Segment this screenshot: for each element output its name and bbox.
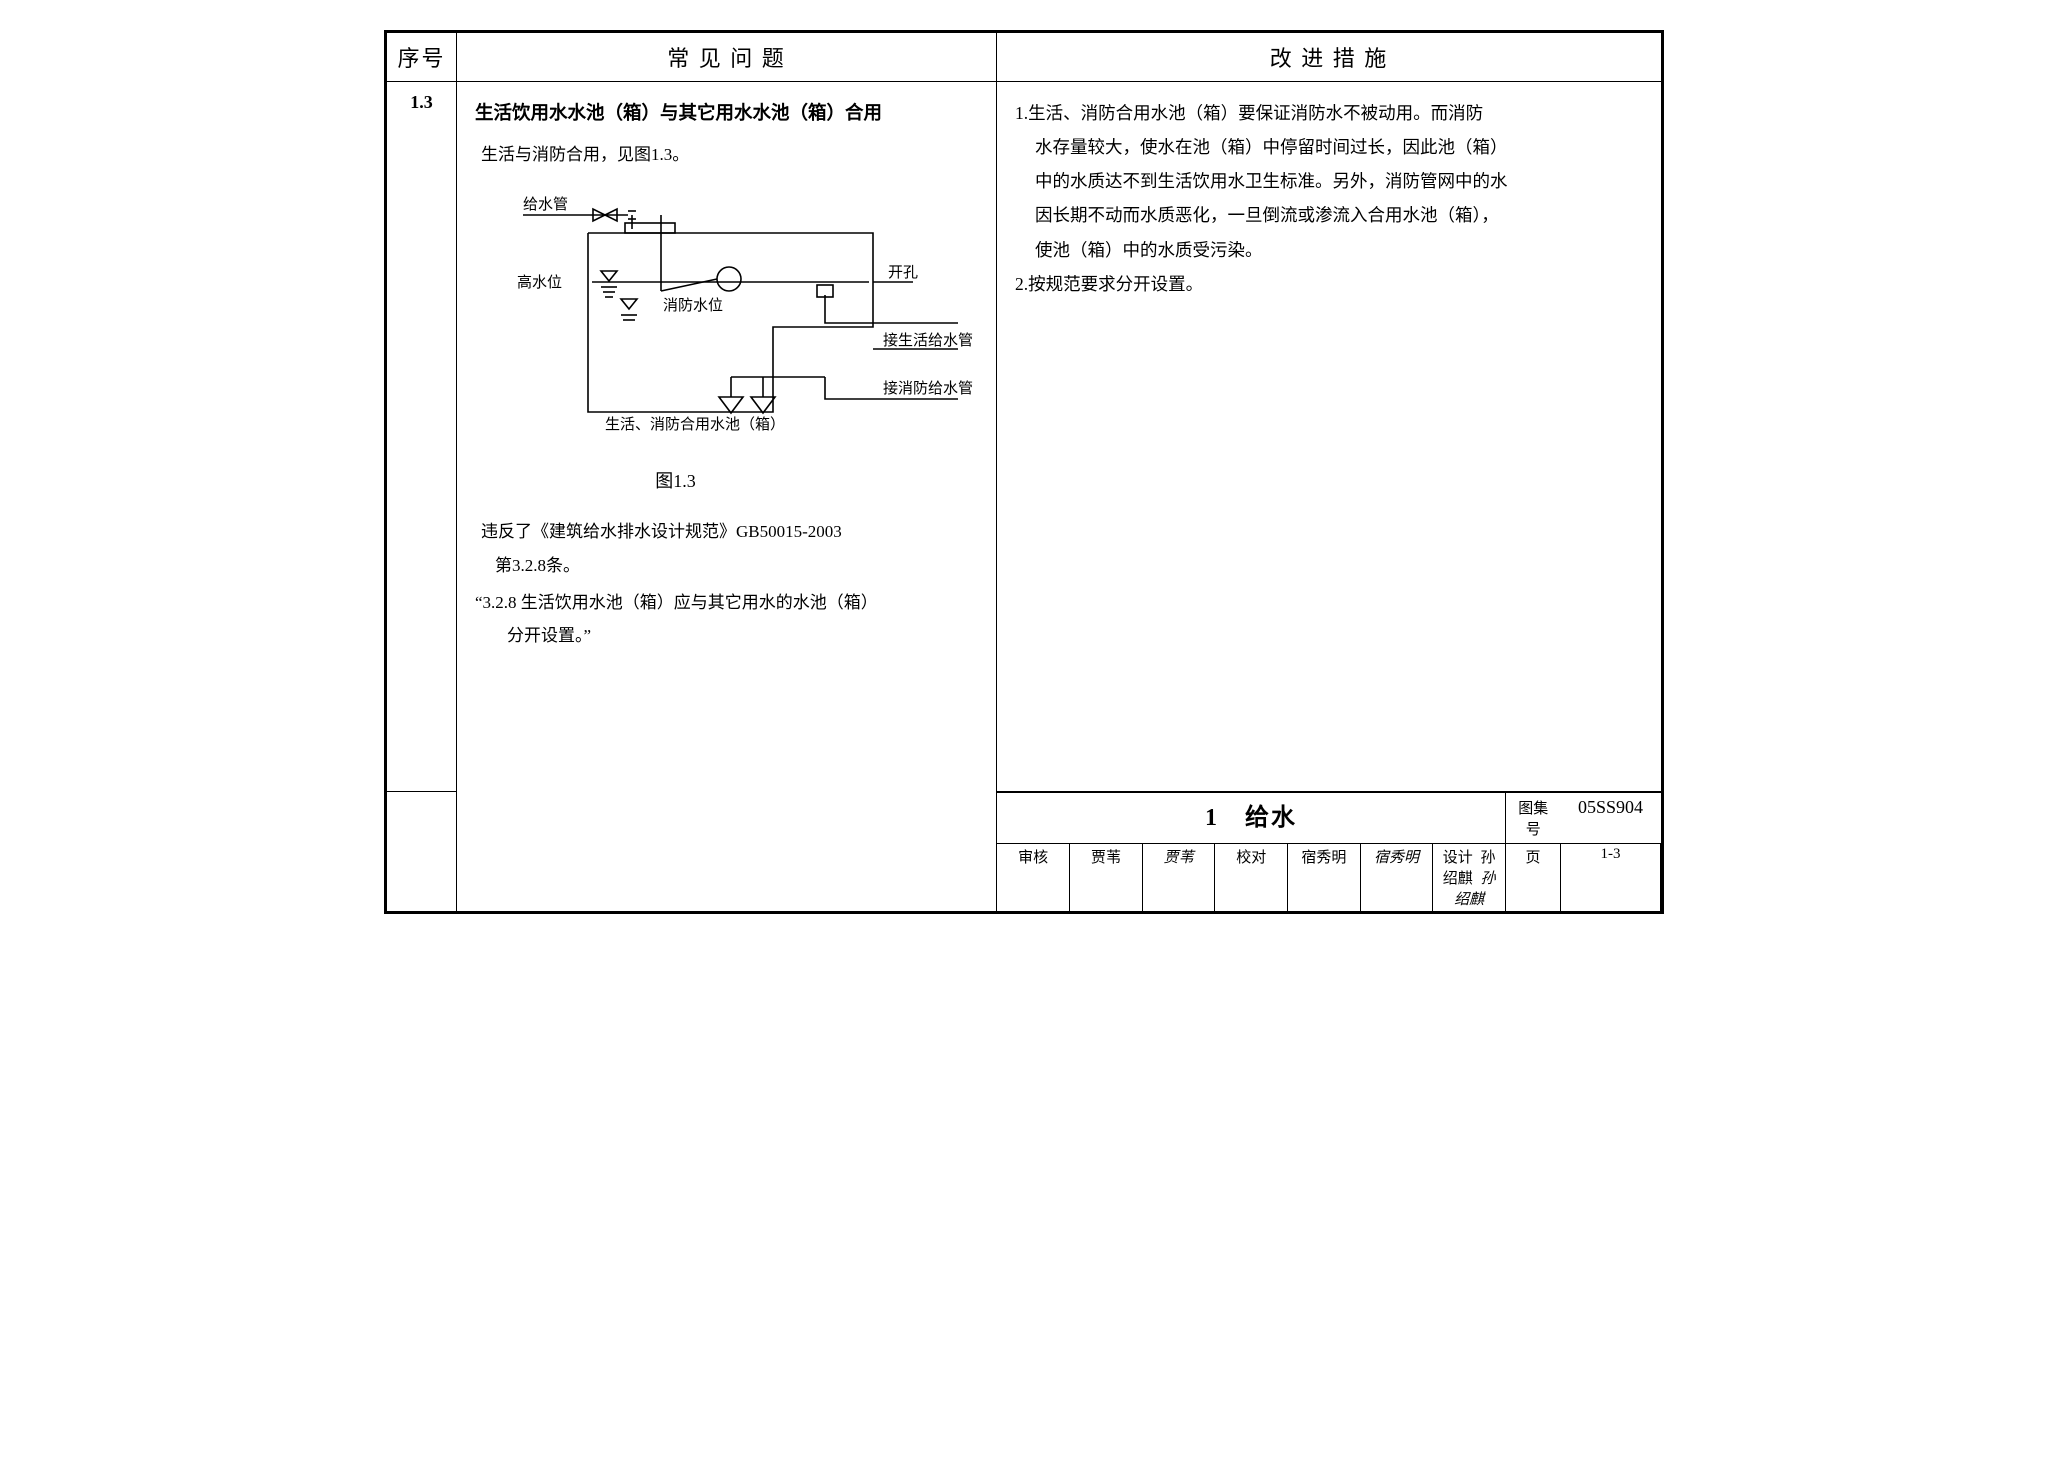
table-header-row: 序号 常 见 问 题 改 进 措 施 (387, 33, 1662, 82)
measure-1e: 使池（箱）中的水质受污染。 (1035, 233, 1639, 267)
problem-rule-1b: 第3.2.8条。 (495, 549, 978, 582)
page-val: 1-3 (1561, 844, 1661, 912)
measure-1: 1.生活、消防合用水池（箱）要保证消防水不被动用。而消防 (1015, 96, 1639, 130)
problem-title: 生活饮用水水池（箱）与其它用水水池（箱）合用 (475, 96, 978, 132)
main-table: 序号 常 见 问 题 改 进 措 施 1.3 生活饮用水水池（箱）与其它用水水池… (386, 32, 1662, 912)
figure-box: 给水管 高水 (493, 187, 978, 499)
tuji-val: 05SS904 (1561, 793, 1661, 844)
measure-1c: 中的水质达不到生活饮用水卫生标准。另外，消防管网中的水 (1035, 164, 1639, 198)
section-title: 给水 (1245, 805, 1297, 831)
table-row: 1.3 生活饮用水水池（箱）与其它用水水池（箱）合用 生活与消防合用，见图1.3… (387, 82, 1662, 792)
design-label: 设计 (1443, 850, 1473, 866)
measure-1d: 因长期不动而水质恶化，一旦倒流或渗流入合用水池（箱）， (1035, 198, 1639, 232)
proof-name: 宿秀明 (1288, 844, 1361, 912)
document-page: 序号 常 见 问 题 改 进 措 施 1.3 生活饮用水水池（箱）与其它用水水池… (384, 30, 1664, 914)
measure-1b: 水存量较大，使水在池（箱）中停留时间过长，因此池（箱） (1035, 130, 1639, 164)
proof-label: 校对 (1215, 844, 1288, 912)
header-seq: 序号 (387, 33, 457, 82)
header-measure: 改 进 措 施 (997, 33, 1662, 82)
review-label: 审核 (997, 844, 1070, 912)
label-fire-pipe: 接消防给水管 (883, 380, 973, 397)
label-opening: 开孔 (888, 264, 918, 281)
problem-cell: 生活饮用水水池（箱）与其它用水水池（箱）合用 生活与消防合用，见图1.3。 给水… (457, 82, 997, 912)
figure-caption: 图1.3 (493, 464, 858, 499)
review-name: 贾苇 (1070, 844, 1143, 912)
footer-cell: 1 给水 图集号 05SS904 审核 贾苇 贾苇 校对 宿秀明 宿秀明 (997, 792, 1662, 912)
page-label: 页 (1506, 844, 1561, 912)
measure-2: 2.按规范要求分开设置。 (1015, 267, 1639, 301)
problem-quote-1: “3.2.8 生活饮用水池（箱）应与其它用水的水池（箱） (475, 586, 978, 619)
tuji-label: 图集号 (1506, 793, 1561, 844)
seq-cell: 1.3 (387, 82, 457, 792)
measure-cell: 1.生活、消防合用水池（箱）要保证消防水不被动用。而消防 水存量较大，使水在池（… (997, 82, 1662, 792)
problem-subtitle: 生活与消防合用，见图1.3。 (481, 138, 978, 171)
header-problem: 常 见 问 题 (457, 33, 997, 82)
label-tank: 生活、消防合用水池（箱） (605, 416, 785, 433)
section-no: 1 (1205, 805, 1219, 831)
proof-sig: 宿秀明 (1360, 844, 1433, 912)
problem-rule-1: 违反了《建筑给水排水设计规范》GB50015-2003 (481, 515, 978, 548)
review-sig: 贾苇 (1142, 844, 1215, 912)
label-fire-level: 消防水位 (663, 297, 723, 314)
label-high-level: 高水位 (517, 274, 562, 291)
label-life-pipe: 接生活给水管 (883, 332, 973, 349)
tank-diagram: 给水管 高水 (493, 187, 983, 447)
problem-quote-1b: 分开设置。” (507, 619, 978, 652)
label-inlet: 给水管 (523, 196, 568, 213)
